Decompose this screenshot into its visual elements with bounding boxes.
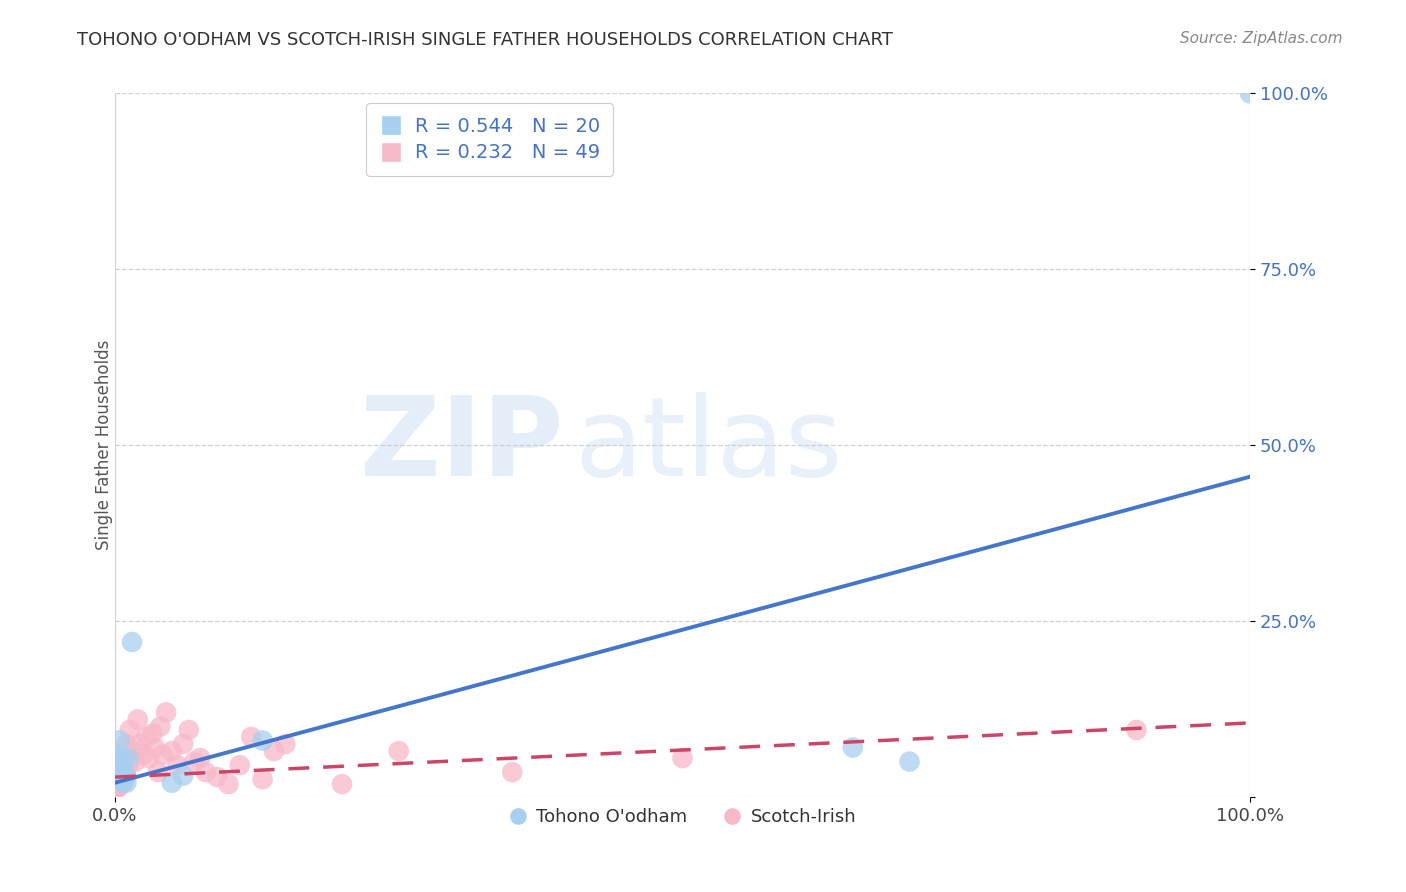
Scotch-Irish: [115, 737, 138, 751]
Scotch-Irish: [108, 769, 131, 783]
Tohono O'odham: [172, 769, 194, 783]
Scotch-Irish: [108, 779, 131, 793]
Scotch-Irish: [135, 730, 157, 744]
Tohono O'odham: [117, 751, 139, 765]
Scotch-Irish: [107, 779, 129, 793]
Scotch-Irish: [132, 747, 155, 762]
Scotch-Irish: [138, 751, 160, 765]
Tohono O'odham: [105, 747, 128, 762]
Scotch-Irish: [205, 770, 228, 784]
Scotch-Irish: [111, 755, 134, 769]
Scotch-Irish: [121, 744, 143, 758]
Scotch-Irish: [501, 765, 523, 780]
Scotch-Irish: [114, 765, 136, 780]
Tohono O'odham: [108, 733, 131, 747]
Scotch-Irish: [111, 775, 134, 789]
Scotch-Irish: [143, 740, 166, 755]
Scotch-Irish: [218, 777, 240, 791]
Scotch-Irish: [107, 772, 129, 787]
Scotch-Irish: [105, 775, 128, 789]
Tohono O'odham: [842, 740, 865, 755]
Tohono O'odham: [107, 765, 129, 780]
Scotch-Irish: [166, 758, 188, 772]
Text: TOHONO O'ODHAM VS SCOTCH-IRISH SINGLE FATHER HOUSEHOLDS CORRELATION CHART: TOHONO O'ODHAM VS SCOTCH-IRISH SINGLE FA…: [77, 31, 893, 49]
Tohono O'odham: [105, 769, 128, 783]
Scotch-Irish: [671, 751, 693, 765]
Scotch-Irish: [188, 751, 211, 765]
Scotch-Irish: [118, 723, 141, 737]
Tohono O'odham: [111, 775, 134, 789]
Tohono O'odham: [110, 751, 132, 765]
Tohono O'odham: [115, 775, 138, 789]
Text: atlas: atlas: [575, 392, 844, 499]
Tohono O'odham: [105, 755, 128, 769]
Scotch-Irish: [388, 744, 411, 758]
Scotch-Irish: [149, 719, 172, 733]
Tohono O'odham: [111, 758, 134, 772]
Scotch-Irish: [194, 765, 217, 780]
Scotch-Irish: [141, 726, 163, 740]
Scotch-Irish: [110, 775, 132, 789]
Scotch-Irish: [112, 751, 135, 765]
Scotch-Irish: [229, 758, 252, 772]
Tohono O'odham: [1239, 87, 1261, 101]
Scotch-Irish: [152, 747, 174, 762]
Scotch-Irish: [124, 755, 146, 769]
Tohono O'odham: [121, 635, 143, 649]
Scotch-Irish: [330, 777, 353, 791]
Scotch-Irish: [105, 782, 128, 797]
Scotch-Irish: [177, 723, 200, 737]
Scotch-Irish: [110, 762, 132, 776]
Legend: Tohono O'odham, Scotch-Irish: Tohono O'odham, Scotch-Irish: [502, 801, 863, 833]
Scotch-Irish: [172, 737, 194, 751]
Scotch-Irish: [146, 765, 169, 780]
Tohono O'odham: [114, 769, 136, 783]
Scotch-Irish: [117, 758, 139, 772]
Scotch-Irish: [160, 744, 183, 758]
Tohono O'odham: [252, 733, 274, 747]
Tohono O'odham: [160, 775, 183, 789]
Scotch-Irish: [155, 706, 177, 720]
Scotch-Irish: [263, 744, 285, 758]
Scotch-Irish: [115, 769, 138, 783]
Tohono O'odham: [112, 765, 135, 780]
Scotch-Irish: [274, 737, 297, 751]
Tohono O'odham: [107, 772, 129, 787]
Scotch-Irish: [252, 772, 274, 787]
Text: Source: ZipAtlas.com: Source: ZipAtlas.com: [1180, 31, 1343, 46]
Tohono O'odham: [898, 755, 921, 769]
Scotch-Irish: [183, 755, 205, 769]
Scotch-Irish: [127, 713, 149, 727]
Scotch-Irish: [1125, 723, 1147, 737]
Text: ZIP: ZIP: [360, 392, 564, 499]
Y-axis label: Single Father Households: Single Father Households: [96, 340, 112, 550]
Scotch-Irish: [240, 730, 263, 744]
Scotch-Irish: [111, 772, 134, 787]
Scotch-Irish: [129, 737, 152, 751]
